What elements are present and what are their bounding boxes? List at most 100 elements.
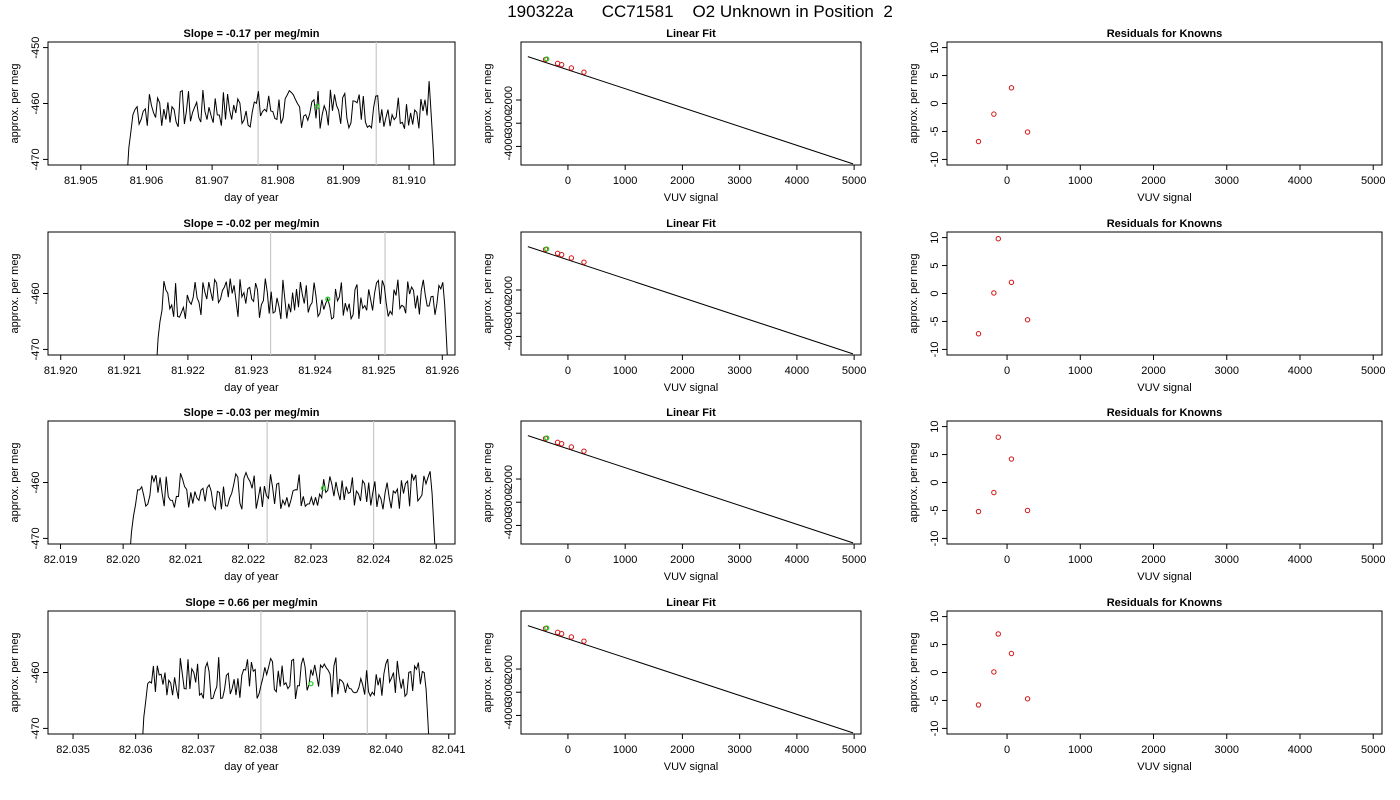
y-tick-label: -3000 [503,109,515,137]
y-tick-label: 5 [929,451,941,457]
y-tick-label: -4000 [503,322,515,350]
known-point [568,65,575,71]
y-axis-label: approx. per meg [9,632,21,712]
known-point [558,62,565,68]
y-tick-label: -5 [929,127,941,137]
y-tick-label: -5 [929,317,941,327]
x-tick-label: 4000 [785,744,809,756]
panel-title: Slope = -0.03 per meg/min [183,407,319,419]
plot-frame [946,420,1383,545]
y-tick-label: -2000 [503,465,515,493]
panel-title: Linear Fit [666,407,716,419]
known-point [995,434,1001,440]
known-point [558,252,565,258]
known-point [581,638,587,644]
known-point [1024,696,1031,702]
plot-frame [520,41,862,166]
x-tick-label: 1000 [613,554,637,566]
x-tick-label: 81.925 [362,365,396,377]
known-point [558,441,565,447]
y-tick-label: -10 [929,151,941,167]
known-point [995,236,1001,242]
x-tick-label: 82.023 [294,554,328,566]
known-point [568,444,575,450]
panel-title: Residuals for Knowns [1107,28,1223,40]
x-tick-label: 1000 [1068,554,1092,566]
x-tick-label: 81.923 [235,365,269,377]
x-tick-label: 81.906 [130,175,164,187]
page-title: 190322a CC71581 O2 Unknown in Position 2 [507,2,893,21]
x-tick-label: 2000 [670,554,694,566]
y-tick-label: -450 [30,37,42,59]
unknown-point [544,56,550,62]
x-tick-label: 2000 [1141,744,1165,756]
panel-title: Residuals for Knowns [1107,597,1223,609]
y-tick-label: -2000 [503,655,515,683]
x-tick-label: 3000 [1215,175,1239,187]
y-tick-label: -470 [30,527,42,549]
x-tick-label: 4000 [1288,175,1312,187]
x-axis-label: day of year [224,382,279,394]
x-tick-label: 0 [1004,365,1010,377]
x-tick-label: 5000 [842,175,866,187]
x-tick-label: 1000 [1068,365,1092,377]
x-tick-label: 0 [1004,554,1010,566]
panel-title: Slope = -0.02 per meg/min [183,218,319,230]
y-tick-label: -460 [30,471,42,493]
y-axis-label: approx. per meg [908,253,920,333]
known-point [991,290,997,296]
signal-trace [127,81,435,165]
x-tick-label: 4000 [1288,744,1312,756]
unknown-point [544,435,550,441]
unknown-point [544,625,550,631]
x-tick-label: 4000 [785,554,809,566]
y-axis-label: approx. per meg [482,253,494,333]
x-tick-label: 2000 [670,744,694,756]
x-axis-label: VUV signal [1137,761,1191,773]
signal-trace [142,657,430,734]
unknown-point [544,246,550,252]
known-point [1024,507,1031,514]
y-tick-label: -10 [929,530,941,546]
x-tick-label: 5000 [1361,744,1385,756]
x-axis-label: VUV signal [664,382,718,394]
x-tick-label: 1000 [613,365,637,377]
x-tick-label: 0 [1004,744,1010,756]
x-tick-label: 82.041 [432,744,466,756]
panel-title: Linear Fit [666,218,716,230]
y-tick-label: -5 [929,506,941,516]
plot-frame [47,420,456,545]
y-tick-label: 0 [929,479,941,485]
known-point [1008,456,1015,462]
x-tick-label: 82.021 [169,554,203,566]
unknown-marker [325,296,331,302]
unknown-marker [308,681,314,687]
x-tick-label: 5000 [842,744,866,756]
y-tick-label: 10 [929,420,941,432]
y-tick-label: -470 [30,338,42,360]
x-axis-label: VUV signal [664,761,718,773]
x-tick-label: 0 [565,175,571,187]
panel-title: Linear Fit [666,28,716,40]
x-tick-label: 81.909 [327,175,361,187]
x-axis-label: VUV signal [664,571,718,583]
x-tick-label: 81.924 [298,365,332,377]
known-point [995,631,1001,637]
x-tick-label: 4000 [1288,554,1312,566]
y-tick-label: -4000 [503,132,515,160]
known-point [991,111,997,117]
known-point [581,69,587,75]
known-point [975,702,982,708]
y-tick-label: -4000 [503,511,515,539]
known-point [1024,129,1031,135]
y-tick-label: -10 [929,720,941,736]
known-point [975,508,982,515]
x-tick-label: 82.022 [232,554,266,566]
panel-title: Slope = -0.17 per meg/min [183,28,319,40]
y-tick-label: 0 [929,290,941,296]
y-axis-label: approx. per meg [9,442,21,522]
x-tick-label: 82.039 [307,744,341,756]
x-axis-label: day of year [224,192,279,204]
y-tick-label: 0 [929,669,941,675]
